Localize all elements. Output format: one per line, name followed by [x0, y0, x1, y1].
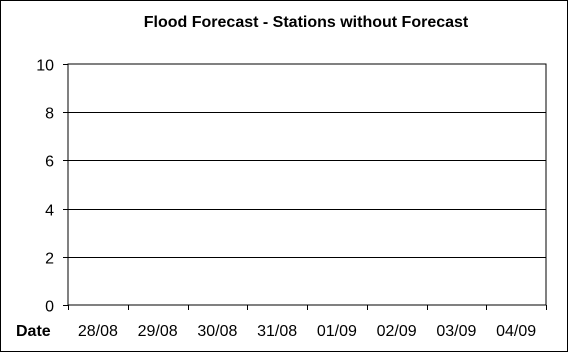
y-tick-label: 8 [45, 106, 54, 123]
x-tick-label: 29/08 [138, 323, 178, 340]
y-tick-label: 6 [45, 154, 54, 171]
y-tick-label: 0 [45, 299, 54, 316]
y-tick-label: 4 [45, 203, 54, 220]
x-axis: 28/08 29/08 30/08 31/08 01/09 02/09 03/09 04/09 [69, 305, 547, 340]
x-tick-label: 01/09 [317, 323, 357, 340]
gridlines [68, 113, 546, 258]
y-axis: 0 2 4 6 8 10 [36, 58, 68, 316]
x-tick-label: 31/08 [257, 323, 297, 340]
x-tick-label: 02/09 [377, 323, 417, 340]
y-tick-label: 2 [45, 251, 54, 268]
x-tick-label: 30/08 [197, 323, 237, 340]
plot-area [68, 64, 546, 305]
chart-title: Flood Forecast - Stations without Foreca… [144, 14, 469, 31]
x-axis-label: Date [16, 323, 51, 340]
x-tick-label: 04/09 [496, 323, 536, 340]
x-tick-label: 28/08 [78, 323, 118, 340]
x-tick-label: 03/09 [436, 323, 476, 340]
y-tick-label: 10 [36, 58, 54, 75]
